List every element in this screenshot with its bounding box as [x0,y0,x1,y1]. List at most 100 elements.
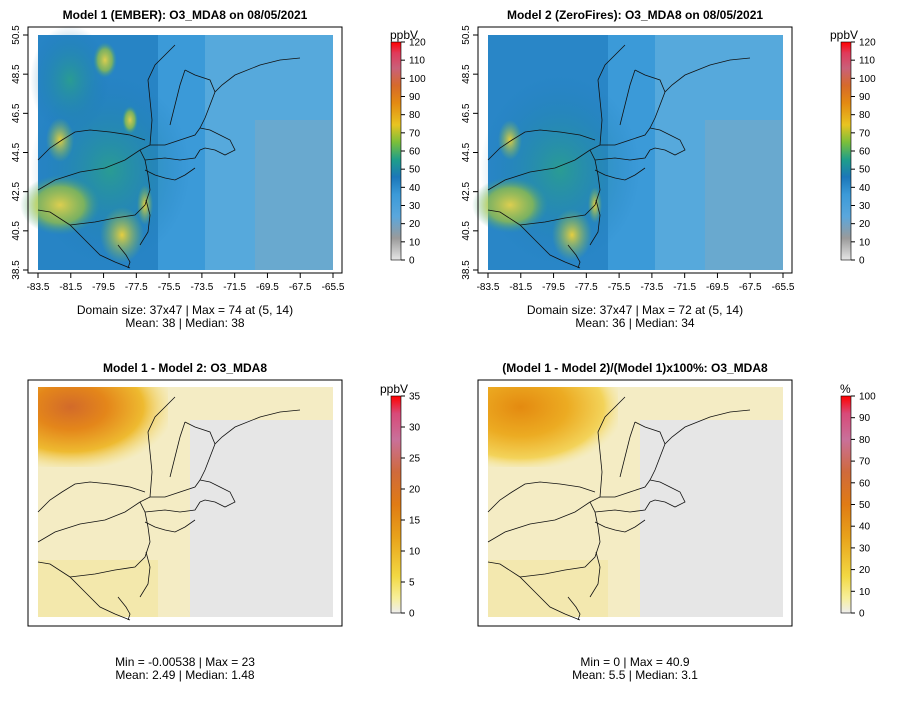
map-boundaries [487,44,751,269]
colorbar-tick-label: 30 [859,201,871,212]
plot-frame [27,26,343,274]
colorbar-tick-label: 100 [859,392,876,403]
stats-line-2: Mean: 2.49 | Median: 1.48 [115,668,255,682]
y-tick-label: 46.5 [461,103,472,123]
colorbar-tick-label: 0 [409,256,415,267]
colorbar-tick-label: 35 [409,392,421,403]
y-tick-label: 48.5 [11,64,22,84]
colorbar-tick-label: 80 [409,110,421,121]
x-tick-label: -81.5 [509,282,532,293]
x-axis: -83.5 -81.5 -79.5 -77.5 -75.5 -73.5 -71.5 -69.5… [477,273,795,293]
colorbar-tick-label: 30 [409,423,421,434]
y-tick-label: 44.5 [11,142,22,162]
colorbar-tick-label: 10 [859,237,871,248]
plot-frame [477,26,793,274]
x-tick-label: -69.5 [256,282,279,293]
colorbar-tick-label: 110 [409,56,425,67]
y-axis: 38.5 40.5 42.5 44.5 46.5 48.5 50.5 [11,25,28,280]
colorbar-tick-label: 20 [409,485,421,496]
x-tick-label: -77.5 [125,282,148,293]
colorbar-tick-label: 20 [859,219,871,230]
colorbar-tick-label: 10 [859,587,871,598]
panel-model1: Model 1 (EMBER): O3_MDA8 on 08/05/2021 [11,8,426,330]
colorbar-tick-label: 60 [859,478,871,489]
colorbar-tick-label: 30 [409,201,421,212]
x-tick-label: -67.5 [289,282,312,293]
heatmap-field [38,387,333,617]
colorbar-tick-label: 50 [859,500,871,511]
x-tick-label: -65.5 [322,282,345,293]
y-tick-label: 50.5 [11,25,22,45]
colorbar-tick-label: 120 [859,38,876,49]
colorbar-tick-label: 25 [409,454,421,465]
panel-title: (Model 1 - Model 2)/(Model 1)x100%: O3_M… [502,361,768,375]
stats-line-1: Min = 0 | Max = 40.9 [580,655,689,669]
x-tick-label: -79.5 [542,282,565,293]
panel-difference: Model 1 - Model 2: O3_MDA8 Min = -0.0053… [27,361,421,682]
colorbar: ppbV 0 10 20 30 40 50 60 70 80 90 100 110 120 [830,28,876,267]
colorbar-tick-label: 30 [859,543,871,554]
x-tick-label: -73.5 [640,282,663,293]
stats-line-2: Mean: 38 | Median: 38 [125,316,245,330]
colorbar: % 0 10 20 30 40 50 60 70 80 90 100 [840,382,876,620]
x-tick-label: -83.5 [477,282,500,293]
colorbar-tick-label: 60 [859,147,871,158]
y-tick-label: 46.5 [11,103,22,123]
colorbar-tick-label: 70 [859,128,871,139]
colorbar-tick-label: 40 [859,522,871,533]
y-tick-label: 38.5 [461,260,472,280]
x-tick-label: -79.5 [92,282,115,293]
colorbar-unit: % [840,382,851,396]
x-tick-label: -75.5 [158,282,181,293]
colorbar-tick-label: 0 [859,609,865,620]
stats-line-1: Domain size: 37x47 | Max = 74 at (5, 14) [77,303,293,317]
x-tick-label: -65.5 [772,282,795,293]
y-axis: 38.5 40.5 42.5 44.5 46.5 48.5 50.5 [461,25,478,280]
panel-title: Model 2 (ZeroFires): O3_MDA8 on 08/05/20… [507,8,763,22]
y-tick-label: 42.5 [461,181,472,201]
colorbar-tick-label: 100 [409,74,426,85]
stats-line-1: Domain size: 37x47 | Max = 72 at (5, 14) [527,303,743,317]
colorbar-unit: ppbV [830,28,858,42]
colorbar-tick-label: 120 [409,38,426,49]
map-boundaries [37,396,301,621]
colorbar-tick-label: 5 [409,578,415,589]
colorbar-tick-label: 90 [859,92,871,103]
panel-title: Model 1 - Model 2: O3_MDA8 [103,361,267,375]
stats-line-2: Mean: 5.5 | Median: 3.1 [572,668,698,682]
y-tick-label: 44.5 [461,142,472,162]
y-tick-label: 50.5 [461,25,472,45]
stats-line-2: Mean: 36 | Median: 34 [575,316,695,330]
colorbar-tick-label: 90 [409,92,421,103]
panel-model2: Model 2 (ZeroFires): O3_MDA8 on 08/05/20… [461,8,876,330]
heatmap-field [472,35,783,270]
colorbar-tick-label: 50 [409,165,421,176]
colorbar-tick-label: 50 [859,165,871,176]
x-tick-label: -75.5 [608,282,631,293]
x-tick-label: -77.5 [575,282,598,293]
colorbar: ppbV 0 10 20 30 40 50 60 70 80 90 100 110 120 [390,28,426,267]
colorbar: ppbV 0 5 10 15 20 25 30 35 [380,382,421,620]
x-tick-label: -69.5 [706,282,729,293]
panel-title: Model 1 (EMBER): O3_MDA8 on 08/05/2021 [63,8,308,22]
heatmap-field [488,387,783,617]
map-boundaries [487,396,751,621]
stats-line-1: Min = -0.00538 | Max = 23 [115,655,255,669]
colorbar-tick-label: 60 [409,147,421,158]
x-tick-label: -67.5 [739,282,762,293]
colorbar-unit: ppbV [380,382,408,396]
x-tick-label: -81.5 [59,282,82,293]
y-tick-label: 48.5 [461,64,472,84]
colorbar-tick-label: 80 [859,435,871,446]
colorbar-tick-label: 40 [859,183,871,194]
colorbar-tick-label: 70 [859,457,871,468]
colorbar-tick-label: 10 [409,237,421,248]
plot-frame [27,379,343,627]
panel-percent-difference: (Model 1 - Model 2)/(Model 1)x100%: O3_M… [477,361,876,682]
x-tick-label: -71.5 [673,282,696,293]
colorbar-tick-label: 100 [859,74,876,85]
colorbar-unit: ppbV [390,28,418,42]
colorbar-tick-label: 20 [859,565,871,576]
x-axis: -83.5 -81.5 -79.5 -77.5 -75.5 -73.5 -71.5 -69.5… [27,273,345,293]
